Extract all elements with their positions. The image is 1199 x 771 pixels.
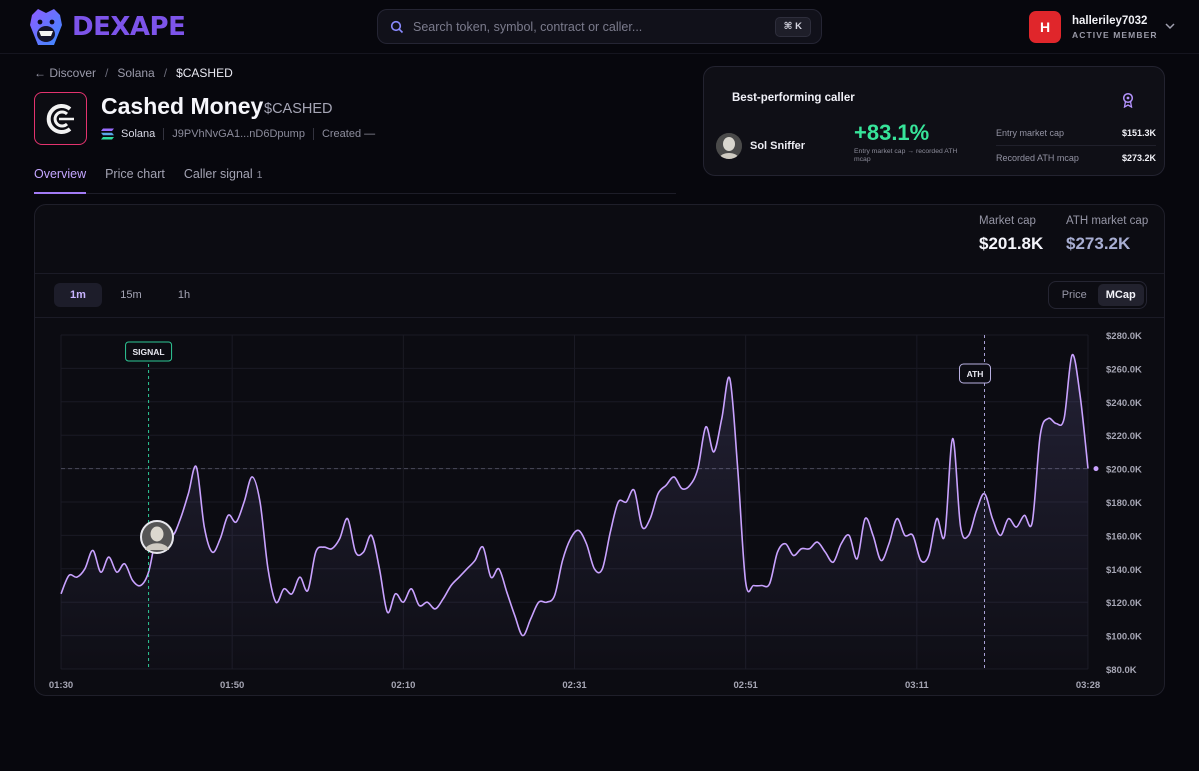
user-avatar: H	[1029, 11, 1061, 43]
chart-mode-toggle: Price MCap	[1048, 281, 1147, 309]
mcap-line	[60, 354, 1089, 637]
meta-divider	[312, 128, 314, 140]
entry-mcap-label: Entry market cap	[996, 128, 1065, 138]
tab-label: Overview	[34, 167, 87, 181]
x-tick-label: 02:51	[734, 680, 759, 691]
tab-caller-signal[interactable]: Caller signal 1	[184, 167, 263, 193]
caller-performance-note: Entry market cap → recorded ATH mcap	[854, 148, 958, 163]
interval-1m-button[interactable]: 1m	[54, 283, 102, 307]
y-tick-label: $120.0K	[1106, 598, 1142, 609]
mcap-area	[61, 354, 1088, 669]
breadcrumb-current: $CASHED	[176, 66, 233, 80]
x-tick-label: 03:11	[905, 680, 929, 691]
caller-avatar-image	[716, 133, 742, 159]
last-value-dot	[1093, 466, 1099, 472]
y-tick-label: $160.0K	[1106, 531, 1142, 542]
ath-market-cap-label: ATH market cap	[1066, 215, 1149, 227]
card-title: Best-performing caller	[732, 92, 855, 104]
entry-mcap-row: Entry market cap $151.3K	[996, 128, 1156, 138]
search-shortcut: ⌘ K	[774, 17, 811, 37]
ath-market-cap-stat: ATH market cap $273.2K	[1066, 215, 1148, 254]
signal-badge	[125, 341, 173, 362]
token-chain: Solana	[121, 128, 156, 140]
x-tick-label: 03:28	[1076, 680, 1100, 691]
y-tick-label: $180.0K	[1106, 498, 1142, 509]
y-tick-label: $280.0K	[1106, 331, 1142, 342]
tab-overview[interactable]: Overview	[34, 167, 87, 194]
app-name: DEXAPE	[72, 12, 186, 42]
ape-logo-icon	[30, 9, 62, 45]
token-name: Cashed Money	[101, 93, 264, 119]
interval-1h-button[interactable]: 1h	[177, 289, 191, 301]
ath-mcap-label: Recorded ATH mcap	[996, 153, 1079, 163]
row-divider	[996, 145, 1156, 146]
search-icon	[390, 20, 404, 33]
market-cap-label: Market cap	[979, 215, 1036, 227]
y-tick-label: $200.0K	[1106, 465, 1142, 476]
x-tick-label: 02:31	[562, 680, 587, 691]
user-menu[interactable]: H halleriley7032 ACTIVE MEMBER	[1029, 11, 1158, 43]
y-tick-label: $80.0K	[1106, 665, 1137, 676]
app-logo[interactable]: DEXAPE	[26, 5, 186, 49]
y-tick-label: $100.0K	[1106, 632, 1142, 643]
token-meta: Solana J9PVhNvGA1...nD6Dpump Created —	[101, 128, 375, 140]
market-cap-value: $201.8K	[979, 234, 1044, 253]
interval-selector: 1m 15m 1h	[54, 283, 208, 307]
tab-price-chart[interactable]: Price chart	[105, 167, 165, 193]
entry-mcap-value: $151.3K	[1121, 128, 1156, 138]
chart-card: Market cap $201.8K ATH market cap $273.2…	[34, 204, 1165, 696]
search-bar[interactable]: ⌘ K	[377, 9, 822, 44]
token-address[interactable]: J9PVhNvGA1...nD6Dpump	[172, 128, 305, 140]
user-role: ACTIVE MEMBER	[1072, 29, 1158, 40]
breadcrumb-separator: /	[105, 66, 109, 80]
breadcrumb-separator: /	[163, 66, 168, 80]
mode-mcap-button[interactable]: MCap	[1097, 284, 1144, 306]
top-bar: DEXAPE ⌘ K H halleriley7032 ACTIVE MEMBE…	[0, 0, 1199, 54]
tab-count: 1	[256, 169, 263, 181]
ath-mcap-value: $273.2K	[1121, 153, 1156, 163]
y-tick-label: $140.0K	[1106, 565, 1142, 576]
caller-marker-face	[150, 526, 164, 542]
tab-label: Caller signal	[183, 167, 253, 181]
caller-avatar[interactable]	[716, 133, 742, 159]
chart-divider	[35, 273, 1164, 274]
award-icon	[1122, 92, 1134, 108]
caller-marker-body	[145, 543, 169, 550]
best-caller-card: Best-performing caller Sol Sniffer +83.1…	[703, 66, 1165, 176]
search-input[interactable]	[413, 19, 743, 34]
mcap-line-chart[interactable]: $280.0K $260.0K $240.0K $220.0K $200.0K $180.…	[35, 318, 1165, 696]
x-tick-label: 02:10	[391, 680, 415, 691]
cashed-logo-icon	[46, 103, 74, 134]
caller-name[interactable]: Sol Sniffer	[750, 140, 806, 152]
token-tabs: Overview Price chart Caller signal 1	[34, 167, 676, 194]
signal-label: SIGNAL	[133, 347, 165, 357]
interval-15m-button[interactable]: 15m	[120, 289, 142, 301]
token-created: Created —	[321, 128, 376, 140]
meta-divider	[163, 128, 165, 140]
ath-mcap-row: Recorded ATH mcap $273.2K	[996, 153, 1156, 163]
caller-performance: +83.1%	[854, 120, 930, 145]
x-tick-label: 01:30	[49, 680, 73, 691]
x-tick-label: 01:50	[220, 680, 244, 691]
user-name: halleriley7032	[1072, 14, 1148, 27]
mode-price-button[interactable]: Price	[1061, 289, 1087, 301]
token-logo	[34, 92, 87, 145]
market-cap-stat: Market cap $201.8K	[979, 215, 1043, 254]
chart-divider	[35, 317, 1164, 318]
ath-label: ATH	[967, 369, 984, 379]
chevron-down-icon[interactable]	[1164, 20, 1176, 32]
breadcrumb: ← Discover / Solana / $CASHED	[34, 66, 233, 80]
y-tick-label: $260.0K	[1106, 364, 1142, 375]
ath-market-cap-value: $273.2K	[1066, 234, 1131, 253]
solana-icon	[101, 128, 114, 140]
tab-label: Price chart	[105, 167, 165, 181]
breadcrumb-chain-link[interactable]: Solana	[117, 66, 155, 80]
token-symbol: $CASHED	[264, 101, 333, 117]
breadcrumb-back-link[interactable]: ← Discover	[34, 66, 97, 80]
ath-badge	[959, 363, 992, 384]
y-tick-label: $220.0K	[1106, 431, 1142, 442]
y-tick-label: $240.0K	[1106, 398, 1142, 409]
